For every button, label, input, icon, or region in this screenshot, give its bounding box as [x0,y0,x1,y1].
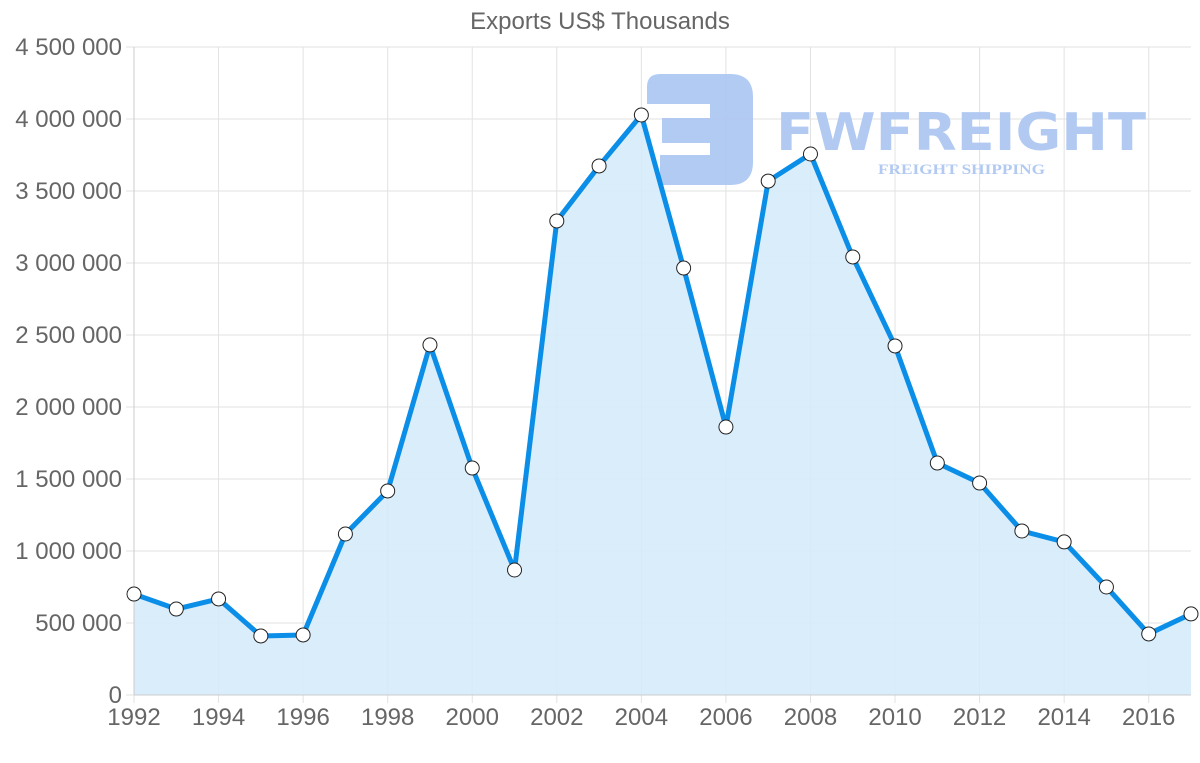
x-tick-label: 2000 [446,704,499,731]
data-point[interactable] [211,591,227,607]
x-tick-label: 2008 [784,704,837,731]
data-point[interactable] [380,483,396,499]
x-tick-label: 1996 [276,704,329,731]
data-point[interactable] [337,526,353,542]
data-point[interactable] [295,627,311,643]
x-tick-label: 2016 [1122,704,1175,731]
y-tick-label: 4 000 000 [15,106,122,133]
data-point[interactable] [802,146,818,162]
x-tick-label: 2012 [953,704,1006,731]
data-point[interactable] [718,419,734,435]
y-tick-label: 4 500 000 [15,34,122,61]
y-tick-label: 3 000 000 [15,250,122,277]
data-point[interactable] [1141,626,1157,642]
data-area [133,112,1193,695]
area-fill [134,114,1191,695]
data-point[interactable] [1098,579,1114,595]
x-tick-label: 2004 [615,704,668,731]
fwfreight-logo-icon [647,74,753,185]
x-tick-label: 1992 [107,704,160,731]
data-point[interactable] [929,455,945,471]
data-points [126,107,1199,644]
y-tick-label: 0 [109,682,122,709]
data-point[interactable] [1056,534,1072,550]
data-point[interactable] [887,338,903,354]
data-point[interactable] [422,337,438,353]
data-point[interactable] [845,249,861,265]
y-tick-label: 500 000 [35,610,122,637]
fwfreight-watermark: FWFREIGHT FREIGHT SHIPPING [647,74,1147,185]
data-point[interactable] [464,460,480,476]
data-point[interactable] [126,586,142,602]
data-point[interactable] [633,107,649,123]
data-point[interactable] [591,158,607,174]
data-point[interactable] [676,260,692,276]
x-tick-label: 2002 [530,704,583,731]
y-tick-label: 1 000 000 [15,538,122,565]
x-tick-label: 1994 [192,704,245,731]
data-point[interactable] [760,173,776,189]
chart-title: Exports US$ Thousands [470,8,730,35]
x-tick-label: 2006 [699,704,752,731]
data-point[interactable] [168,601,184,617]
data-point[interactable] [1014,523,1030,539]
data-point[interactable] [1183,606,1199,622]
data-point[interactable] [507,562,523,578]
data-point[interactable] [972,475,988,491]
y-tick-label: 3 500 000 [15,178,122,205]
data-point[interactable] [253,628,269,644]
y-tick-label: 1 500 000 [15,466,122,493]
x-tick-label: 1998 [361,704,414,731]
watermark-brand: FWFREIGHT [776,103,1147,163]
axes: 0 500 000 1 000 000 1 500 000 2 000 000 2 500… [15,34,1191,731]
series-line [133,112,1193,639]
data-point[interactable] [549,213,565,229]
y-tick-label: 2 000 000 [15,394,122,421]
x-tick-label: 2010 [868,704,921,731]
y-tick-label: 2 500 000 [15,322,122,349]
x-tick-label: 2014 [1037,704,1090,731]
watermark-tagline: FREIGHT SHIPPING [878,162,1045,178]
